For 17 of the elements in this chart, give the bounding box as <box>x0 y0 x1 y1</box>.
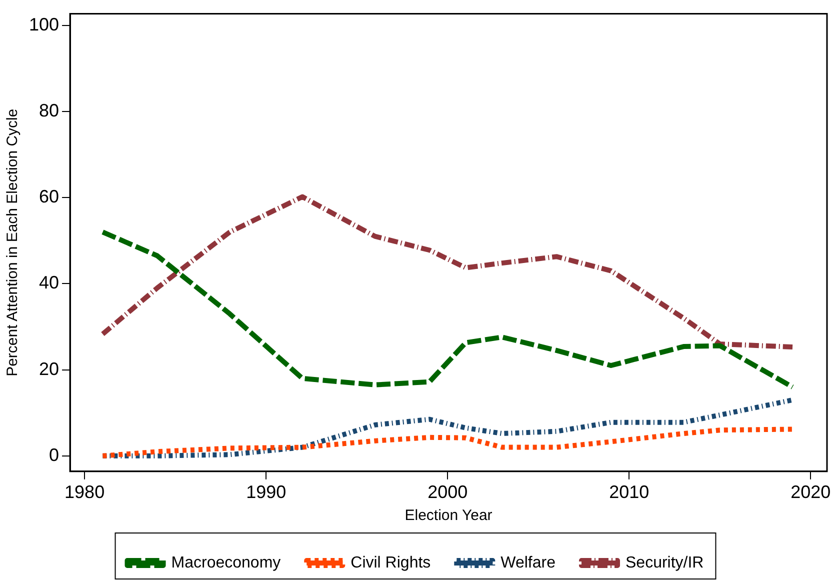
x-axis-title: Election Year <box>404 507 492 524</box>
y-axis-title: Percent Attention in Each Election Cycle <box>4 108 22 376</box>
y-tick-label: 80 <box>39 100 60 120</box>
legend-label: Macroeconomy <box>171 554 281 572</box>
legend-label: Civil Rights <box>350 554 431 572</box>
y-tick-label: 40 <box>39 272 60 293</box>
y-tick-label: 100 <box>28 14 60 34</box>
y-tick-label: 60 <box>39 186 60 207</box>
x-tick-label: 1980 <box>64 482 105 502</box>
legend-label: Welfare <box>500 554 556 572</box>
x-tick-label: 2000 <box>428 482 468 502</box>
x-tick-label: 2010 <box>609 482 650 502</box>
y-tick-label: 0 <box>49 444 60 465</box>
legend-label: Security/IR <box>625 554 704 572</box>
x-tick-label: 2020 <box>790 482 831 502</box>
y-tick-label: 20 <box>39 358 60 379</box>
x-tick-label: 1990 <box>246 482 286 502</box>
